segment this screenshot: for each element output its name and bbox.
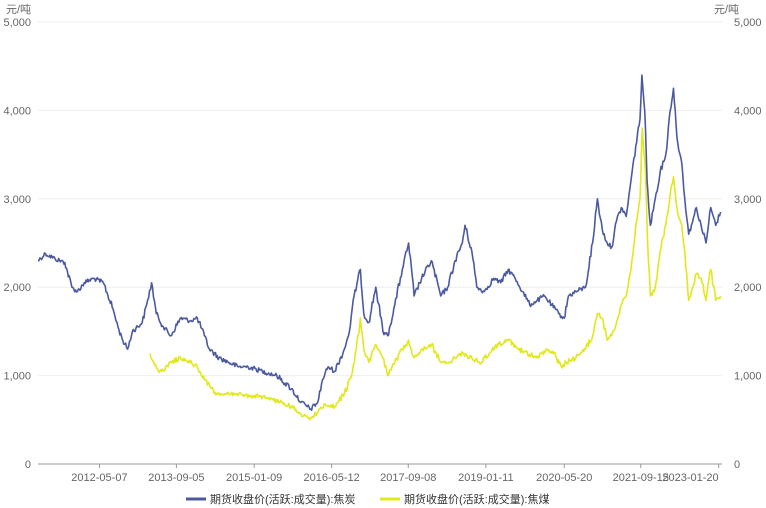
y-tick-label-right: 5,000 bbox=[734, 17, 762, 29]
y-tick-label-left: 0 bbox=[25, 459, 31, 471]
x-tick-label: 2021-09-15 bbox=[613, 472, 669, 484]
x-tick-label: 2013-09-05 bbox=[148, 472, 204, 484]
x-tick-label: 2015-01-09 bbox=[226, 472, 282, 484]
x-tick-label: 2020-05-20 bbox=[536, 472, 592, 484]
y-tick-label-left: 1,000 bbox=[3, 371, 31, 383]
y-axis-right: 0 1,000 2,000 3,000 4,000 5,000 bbox=[734, 17, 762, 471]
y-axis-left: 0 1,000 2,000 3,000 4,000 5,000 bbox=[3, 17, 31, 471]
x-axis: 2012-05-07 2013-09-05 2015-01-09 2016-05-12… bbox=[71, 464, 720, 484]
grid-lines bbox=[38, 21, 722, 465]
y-tick-label-left: 4,000 bbox=[3, 105, 31, 117]
y-tick-label-right: 3,000 bbox=[734, 194, 762, 206]
y-tick-label-left: 5,000 bbox=[3, 17, 31, 29]
series-line-1 bbox=[149, 127, 722, 421]
legend: 期货收盘价(活跃:成交量):焦炭 期货收盘价(活跃:成交量):焦煤 bbox=[186, 492, 549, 506]
series-layer bbox=[37, 74, 722, 421]
legend-label: 期货收盘价(活跃:成交量):焦炭 bbox=[210, 492, 355, 506]
x-tick-label: 2016-05-12 bbox=[303, 472, 359, 484]
x-tick-label: 2019-01-11 bbox=[458, 472, 513, 484]
y-tick-label-right: 0 bbox=[734, 459, 740, 471]
y-tick-label-left: 3,000 bbox=[3, 194, 31, 206]
y-tick-label-right: 2,000 bbox=[734, 282, 762, 294]
y-unit-right-label: 元/吨 bbox=[714, 3, 739, 16]
series-line-0 bbox=[37, 74, 722, 412]
y-tick-label-right: 1,000 bbox=[734, 371, 762, 383]
x-tick-label: 2012-05-07 bbox=[71, 472, 127, 484]
y-tick-label-left: 2,000 bbox=[3, 282, 31, 294]
y-unit-left-label: 元/吨 bbox=[6, 3, 31, 16]
x-tick-label: 2023-01-20 bbox=[662, 472, 718, 484]
legend-label: 期货收盘价(活跃:成交量):焦煤 bbox=[404, 492, 549, 506]
x-tick-label: 2017-09-08 bbox=[380, 472, 436, 484]
y-tick-label-right: 4,000 bbox=[734, 105, 762, 117]
